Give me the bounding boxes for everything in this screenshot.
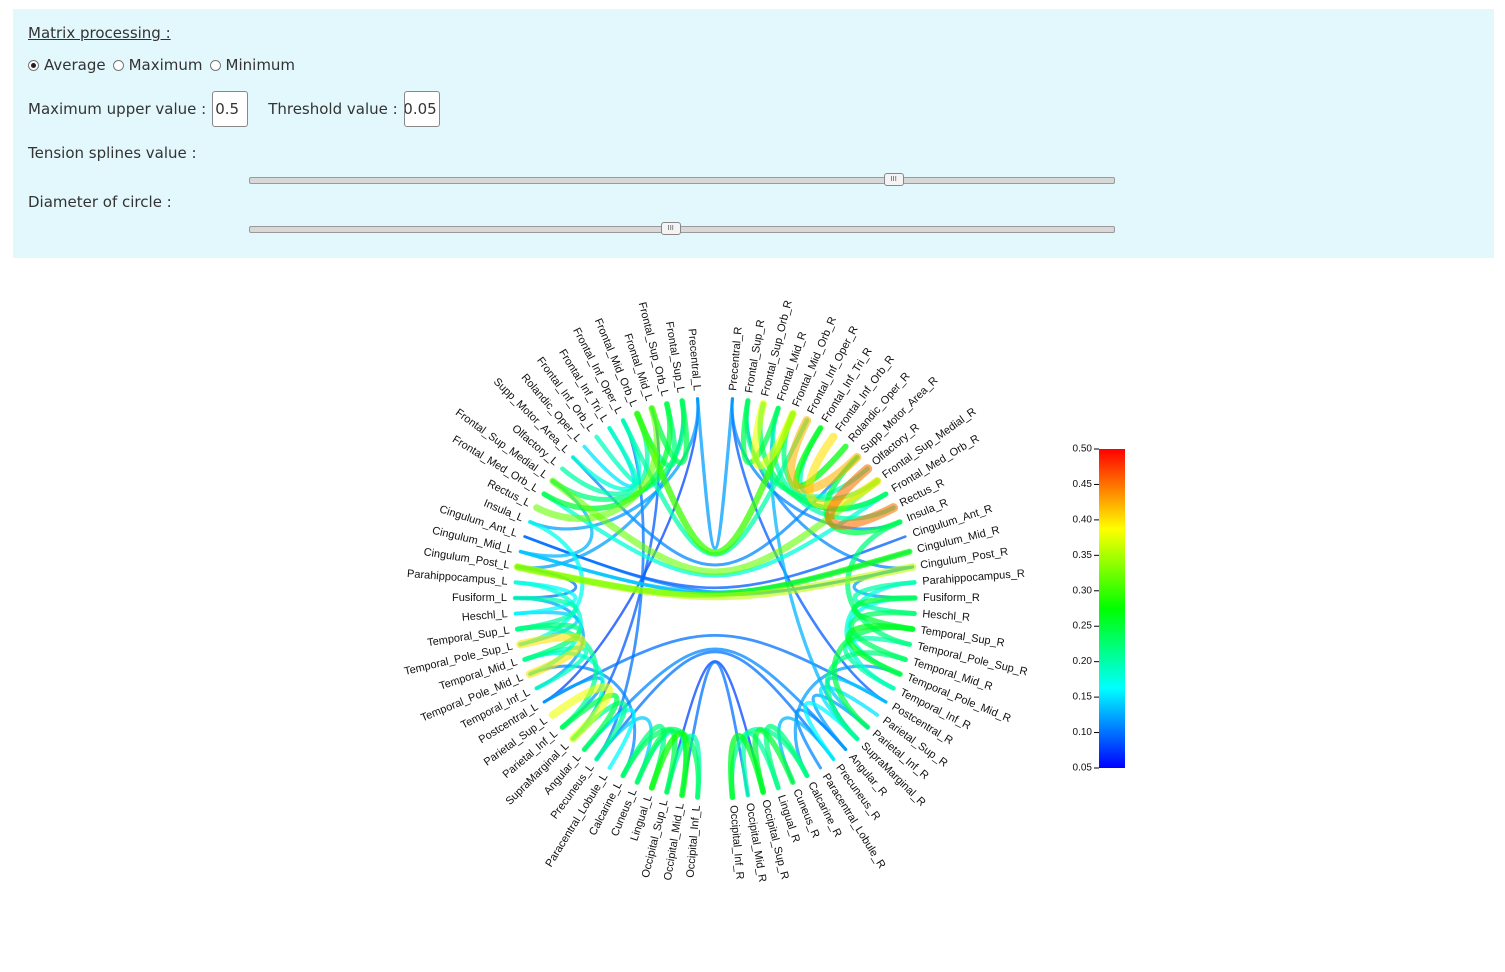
region-label: Occipital_Inf_R [727,805,745,880]
max-upper-value: 0.5 [215,100,240,118]
chord-link [620,726,701,800]
chord-link [786,416,862,494]
region-label: Parahippocampus_L [407,568,509,588]
chord-link [528,664,636,778]
chord-link [559,692,620,753]
colorbar-tick-label: 0.35 [1073,550,1093,561]
connectivity-chord-diagram: Precentral_LFrontal_Sup_LFrontal_Sup_Orb… [403,299,1029,883]
chord-link [595,650,835,761]
colorbar-tick-label: 0.45 [1073,479,1093,490]
chord-link [845,519,913,647]
threshold-value: 0.05 [403,100,437,118]
chord-link [728,732,767,801]
threshold-label: Threshold value : [268,100,398,118]
chord-link [542,491,888,578]
chord-link [594,425,640,485]
max-upper-input[interactable]: 0.5 [212,91,249,127]
chord-link [665,660,765,794]
maximum-label[interactable]: Maximum [128,56,203,74]
chord-link [633,410,797,556]
chord-link [648,730,690,799]
chord-link [848,610,917,663]
matrix-settings-panel: Matrix processing : Average Maximum Mini… [13,9,1494,258]
chord-link [542,397,700,704]
chord-link [793,664,902,778]
colorbar-tick-label: 0.15 [1073,692,1093,703]
tension-slider-handle[interactable]: III [883,173,904,186]
chord-link [549,477,881,576]
chord-link [649,398,690,466]
chord-link [803,700,860,762]
region-label: Parahippocampus_R [922,568,1025,588]
chord-links [512,397,918,801]
colorbar-tick-label: 0.25 [1073,621,1093,632]
chord-link [805,432,882,509]
region-label: Precentral_L [685,328,702,391]
minimum-label[interactable]: Minimum [225,56,296,74]
chord-link [634,727,678,795]
chord-link [740,398,781,466]
maximum-radio[interactable] [112,59,124,71]
colorbar-tick-label: 0.40 [1073,514,1093,525]
chord-link [514,622,582,662]
region-label: Precentral_R [727,326,745,391]
region-label: Heschl_R [922,608,971,624]
chord-link [730,397,888,704]
region-label: Fusiform_L [452,592,507,604]
average-radio[interactable] [28,59,39,71]
matrix-processing-title: Matrix processing : [28,24,171,42]
chord-link [528,397,700,531]
threshold-input[interactable]: 0.05 [403,91,440,127]
chord-link [513,563,917,601]
colorbar-tick-label: 0.30 [1073,585,1093,596]
chord-link [751,399,797,470]
chord-link [825,464,899,530]
colorbar-tick-label: 0.10 [1073,727,1093,738]
diameter-slider-handle[interactable]: III [660,222,681,235]
average-label[interactable]: Average [44,56,106,74]
chord-link [695,397,735,550]
chord-link [763,724,810,791]
tension-slider[interactable]: III [249,173,1115,186]
colorbar-ticks: 0.50 0.45 0.40 0.35 0.30 0.25 0.20 0.15 0.10 0.05 [1073,444,1099,774]
value-row: Maximum upper value : 0.5 Threshold valu… [28,91,460,127]
colorbar [1099,449,1125,768]
max-upper-label: Maximum upper value : [28,100,207,118]
colorbar-legend: 0.50 0.45 0.40 0.35 0.30 0.25 0.20 0.15 0.10 0.05 [1073,444,1125,774]
chord-link [680,660,750,797]
chord-link [533,404,661,522]
matrix-processing-options: Average Maximum Minimum [28,56,302,74]
diameter-label: Diameter of circle : [28,193,172,211]
chord-link [516,632,587,679]
diameter-slider[interactable]: III [249,222,1115,235]
chord-link [846,623,916,677]
minimum-radio[interactable] [209,59,221,71]
colorbar-tick-label: 0.05 [1073,763,1093,774]
tension-label: Tension splines value : [28,144,197,162]
region-label: Heschl_L [461,608,508,624]
colorbar-tick-label: 0.20 [1073,656,1093,667]
chord-link [548,683,614,743]
region-label: Fusiform_R [923,592,980,604]
region-label: Occipital_Inf_L [685,805,703,879]
colorbar-tick-label: 0.50 [1073,444,1093,455]
